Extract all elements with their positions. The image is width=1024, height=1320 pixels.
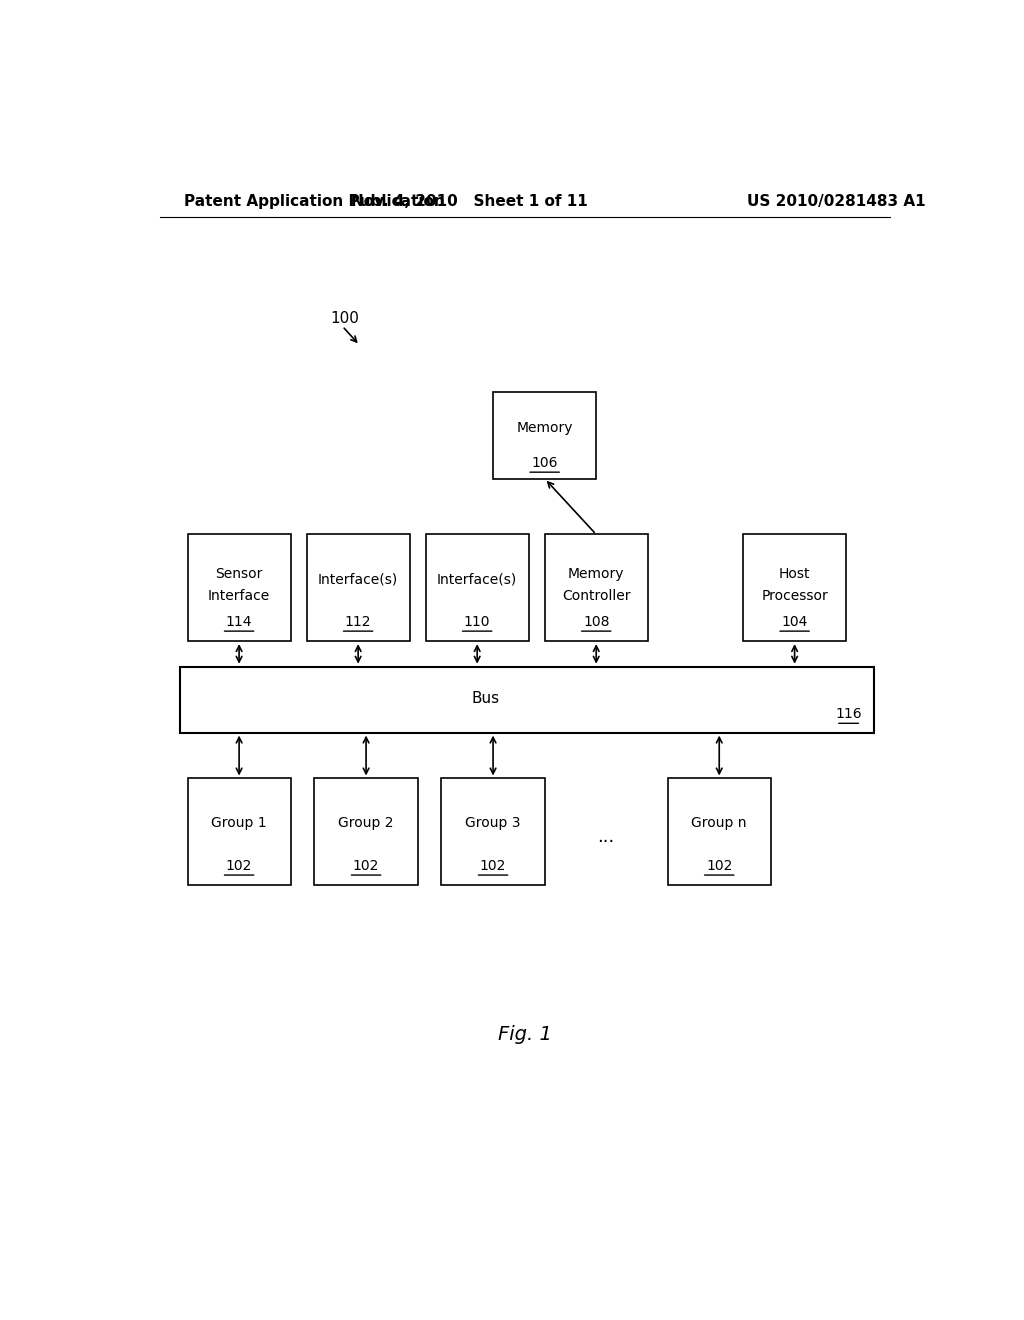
FancyBboxPatch shape [179, 667, 873, 733]
Text: Nov. 4, 2010   Sheet 1 of 11: Nov. 4, 2010 Sheet 1 of 11 [351, 194, 588, 209]
FancyBboxPatch shape [668, 779, 771, 886]
Text: Bus: Bus [471, 690, 499, 706]
Text: 102: 102 [353, 859, 379, 873]
Text: 114: 114 [226, 615, 252, 630]
FancyBboxPatch shape [545, 535, 648, 642]
Text: Memory: Memory [516, 421, 572, 436]
Text: Memory: Memory [568, 568, 625, 581]
Text: Group 3: Group 3 [465, 816, 521, 830]
FancyBboxPatch shape [494, 392, 596, 479]
Text: Group n: Group n [691, 816, 746, 830]
Text: Controller: Controller [562, 589, 631, 603]
Text: Group 1: Group 1 [211, 816, 267, 830]
Text: 102: 102 [480, 859, 506, 873]
Text: 108: 108 [583, 615, 609, 630]
Text: 100: 100 [331, 312, 359, 326]
Text: 116: 116 [836, 708, 862, 721]
Text: 112: 112 [345, 615, 372, 630]
Text: Interface(s): Interface(s) [318, 573, 398, 586]
FancyBboxPatch shape [187, 779, 291, 886]
Text: Processor: Processor [761, 589, 828, 603]
Text: ...: ... [598, 828, 614, 846]
Text: 102: 102 [706, 859, 732, 873]
Text: Patent Application Publication: Patent Application Publication [183, 194, 444, 209]
Text: 110: 110 [464, 615, 490, 630]
FancyBboxPatch shape [743, 535, 846, 642]
Text: Interface: Interface [208, 589, 270, 603]
Text: Sensor: Sensor [215, 568, 263, 581]
Text: 106: 106 [531, 455, 558, 470]
FancyBboxPatch shape [426, 535, 528, 642]
FancyBboxPatch shape [441, 779, 545, 886]
Text: Group 2: Group 2 [338, 816, 394, 830]
Text: 102: 102 [226, 859, 252, 873]
FancyBboxPatch shape [306, 535, 410, 642]
FancyBboxPatch shape [187, 535, 291, 642]
Text: US 2010/0281483 A1: US 2010/0281483 A1 [748, 194, 926, 209]
Text: Fig. 1: Fig. 1 [498, 1026, 552, 1044]
Text: Interface(s): Interface(s) [437, 573, 517, 586]
FancyBboxPatch shape [314, 779, 418, 886]
Text: 104: 104 [781, 615, 808, 630]
Text: Host: Host [779, 568, 810, 581]
